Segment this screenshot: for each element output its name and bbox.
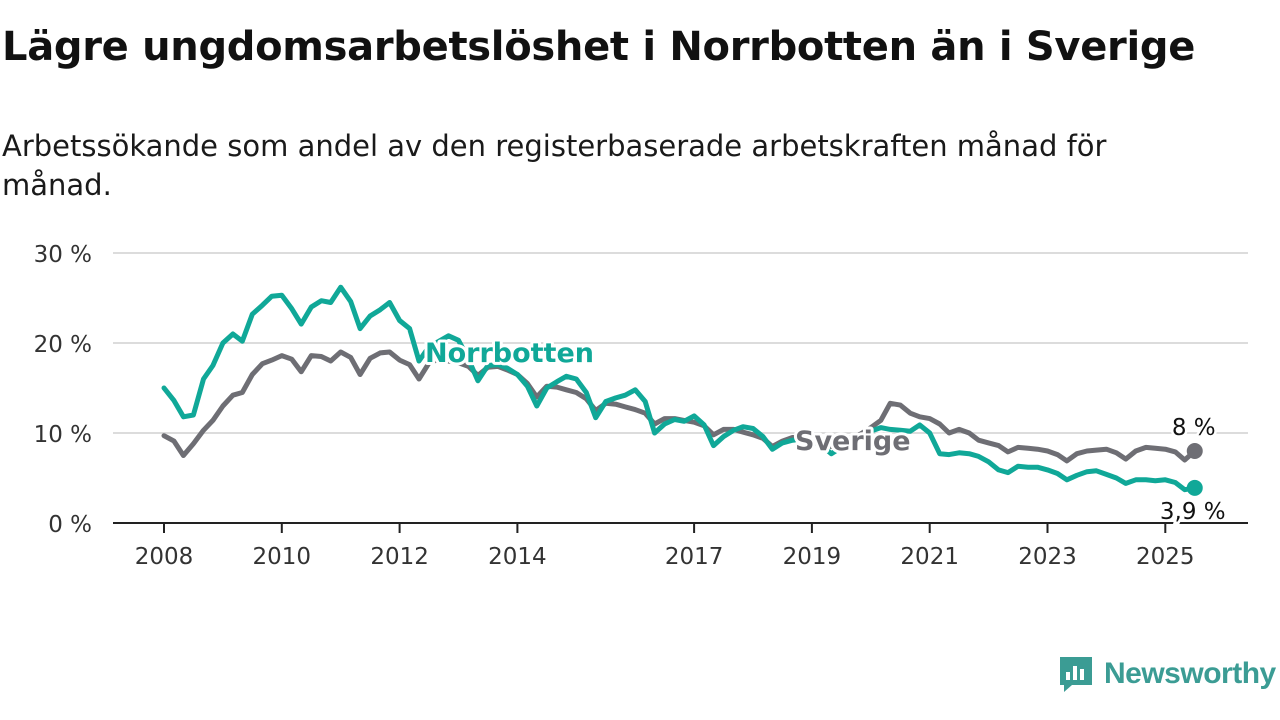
x-tick-label: 2012	[370, 544, 429, 570]
x-tick-label: 2025	[1136, 544, 1195, 570]
end-label-norrbotten: 3,9 %	[1160, 499, 1226, 525]
x-tick-label: 2010	[253, 544, 312, 570]
series-line-norrbotten	[161, 284, 1198, 493]
chart-subtitle: Arbetssökande som andel av den registerb…	[2, 129, 1107, 202]
series-lines	[161, 284, 1203, 496]
y-tick-label: 0 %	[48, 512, 92, 538]
series-line-sverige	[161, 349, 1198, 464]
y-axis-ticks: 0 % 10 % 20 % 30 %	[34, 242, 92, 538]
x-tick-label: 2008	[135, 544, 194, 570]
x-tick-label: 2017	[665, 544, 724, 570]
x-tick-label: 2021	[900, 544, 959, 570]
newsworthy-logo: Newsworthy	[1058, 654, 1276, 694]
x-tick-label: 2023	[1018, 544, 1077, 570]
x-axis-ticks: 2008 2010 2012 2014 2017 2019 2021 2023 2025	[113, 522, 1248, 570]
brand-name: Newsworthy	[1104, 657, 1276, 690]
x-tick-label: 2014	[488, 544, 547, 570]
y-tick-label: 30 %	[34, 242, 92, 268]
series-label-norrbotten: Norrbotten	[425, 338, 594, 369]
y-tick-label: 20 %	[34, 332, 92, 358]
end-point-sverige	[1186, 443, 1203, 459]
end-point-norrbotten	[1186, 479, 1203, 496]
end-label-sverige: 8 %	[1172, 415, 1216, 441]
y-tick-label: 10 %	[34, 422, 92, 448]
chart-title: Lägre ungdomsarbetslöshet i Norrbotten ä…	[2, 24, 1196, 70]
x-tick-label: 2019	[783, 544, 842, 570]
series-label-sverige: Sverige	[795, 426, 911, 457]
gridlines	[113, 252, 1248, 434]
newsworthy-logo-icon	[1060, 657, 1092, 692]
series-labels: Norrbotten Sverige 8 % 3,9 %	[422, 335, 1228, 527]
